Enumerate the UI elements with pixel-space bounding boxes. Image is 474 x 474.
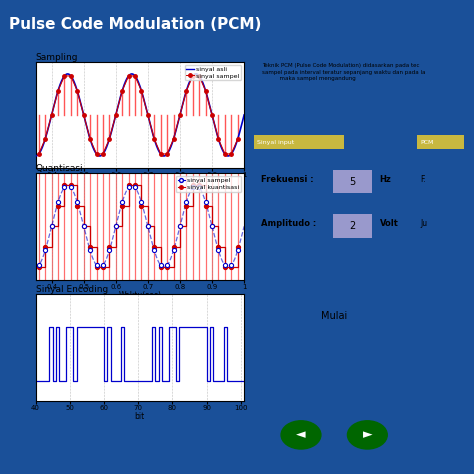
X-axis label: Waktu( sec): Waktu( sec): [117, 180, 163, 189]
Text: Pulse Code Modulation (PCM): Pulse Code Modulation (PCM): [9, 17, 262, 32]
Bar: [333, 214, 373, 237]
Bar: [417, 136, 464, 149]
Text: PCM: PCM: [420, 140, 434, 145]
Legend: sinyal asli, sinyal sampel: sinyal asli, sinyal sampel: [184, 65, 241, 81]
Text: Amplitudo :: Amplitudo :: [261, 219, 316, 228]
Text: Volt: Volt: [380, 219, 399, 228]
Text: ►: ►: [363, 428, 372, 441]
Text: ◄: ◄: [296, 428, 306, 441]
Bar: [333, 170, 373, 193]
Text: 5: 5: [349, 177, 356, 187]
Text: Sampling: Sampling: [36, 53, 78, 62]
Text: 2: 2: [349, 221, 356, 231]
X-axis label: Waktu(sec): Waktu(sec): [118, 291, 161, 300]
Text: Ju: Ju: [420, 219, 428, 228]
Text: F.: F.: [420, 175, 426, 184]
Legend: sinyal sampel, sinyal kuantisasi: sinyal sampel, sinyal kuantisasi: [176, 176, 241, 192]
Text: Quantisasi: Quantisasi: [36, 164, 83, 173]
Circle shape: [281, 421, 321, 449]
Text: Sinyal input: Sinyal input: [257, 140, 294, 145]
Text: Sinyal Encoding: Sinyal Encoding: [36, 285, 108, 294]
X-axis label: bit: bit: [135, 412, 145, 421]
Text: Teknik PCM (Pulse Code Modulation) didasarkan pada tec
sampel pada interval tera: Teknik PCM (Pulse Code Modulation) didas…: [262, 63, 426, 81]
Text: Frekuensi :: Frekuensi :: [261, 175, 313, 184]
Circle shape: [347, 421, 387, 449]
Bar: [254, 136, 344, 149]
Text: Mulai: Mulai: [321, 311, 347, 321]
Text: Hz: Hz: [380, 175, 392, 184]
